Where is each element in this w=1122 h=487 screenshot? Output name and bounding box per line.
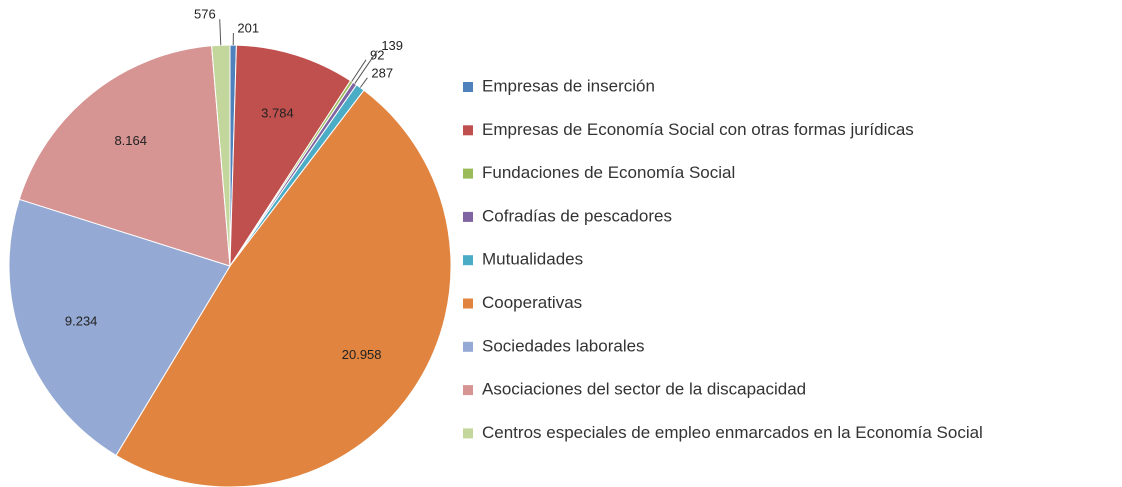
data-label: 287 bbox=[371, 65, 393, 80]
pie-slice bbox=[229, 44, 352, 268]
legend-swatch bbox=[463, 298, 473, 309]
legend-label: Mutualidades bbox=[482, 250, 583, 269]
leader-line bbox=[354, 50, 378, 84]
legend-swatch bbox=[463, 255, 473, 266]
data-label: 8.164 bbox=[114, 133, 147, 148]
legend-label: Cofradías de pescadores bbox=[482, 206, 672, 225]
pie-slice bbox=[8, 198, 231, 457]
data-label: 576 bbox=[194, 7, 216, 22]
legend-label: Fundaciones de Economía Social bbox=[482, 163, 735, 182]
legend-swatch bbox=[463, 125, 473, 136]
legend-label: Sociedades laborales bbox=[482, 336, 645, 355]
legend-label: Empresas de inserción bbox=[482, 76, 655, 95]
leader-line bbox=[219, 19, 222, 46]
legend-swatch bbox=[463, 428, 473, 439]
data-label: 9.234 bbox=[65, 314, 98, 329]
legend-swatch bbox=[463, 211, 473, 222]
legend-label: Centros especiales de empleo enmarcados … bbox=[482, 423, 983, 442]
data-label: 92 bbox=[370, 47, 384, 62]
leader-line bbox=[359, 77, 368, 88]
legend-label: Empresas de Economía Social con otras fo… bbox=[482, 120, 914, 139]
legend-label: Cooperativas bbox=[482, 293, 582, 312]
leader-line bbox=[351, 59, 367, 82]
data-label: 20.958 bbox=[342, 347, 382, 362]
legend-swatch bbox=[463, 82, 473, 92]
legend-swatch bbox=[463, 168, 473, 179]
legend-label: Asociaciones del sector de la discapacid… bbox=[482, 380, 806, 399]
data-label: 201 bbox=[237, 20, 259, 35]
data-label: 139 bbox=[381, 38, 403, 53]
data-label: 3.784 bbox=[261, 106, 294, 121]
pie-slice bbox=[18, 45, 231, 267]
legend-swatch bbox=[463, 385, 473, 396]
legend-swatch bbox=[463, 341, 473, 352]
pie-slice bbox=[115, 89, 452, 487]
